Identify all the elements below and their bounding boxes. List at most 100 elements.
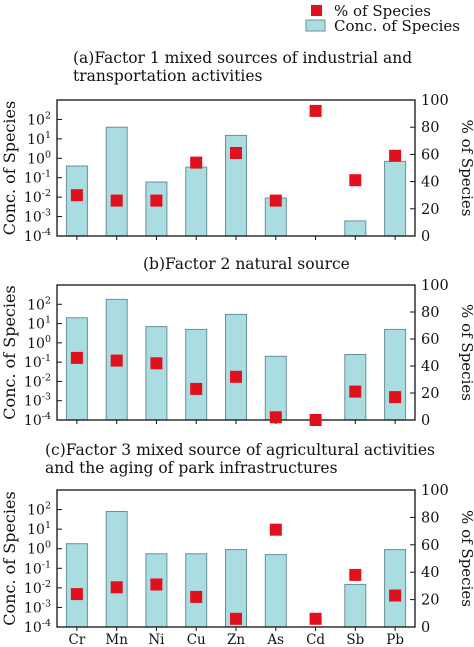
panel-a-right-tick-label: 60 — [421, 147, 439, 163]
panel-a-bar-mn — [105, 126, 128, 237]
panel-c-marker-as — [269, 523, 282, 536]
panel-b-marker-cd — [309, 414, 322, 426]
panel-c-bar-mn — [105, 511, 128, 628]
panel-b-bar-cu — [185, 328, 208, 421]
panel-b-marker-sb — [349, 385, 362, 398]
panel-b-chart: 10-410-310-210-1100101102020406080100Con… — [0, 278, 474, 429]
panel-c-bar-cr — [65, 543, 88, 628]
panel-a-title-line-2: transportation activities — [73, 67, 263, 85]
panel-b-right-tick-label: 60 — [421, 332, 439, 348]
panel-a-marker-ni — [150, 194, 163, 207]
panel-c-marker-zn — [230, 612, 242, 625]
panel-b-marker-pb — [389, 391, 402, 404]
panel-c-x-tick-label-pb: Pb — [386, 632, 404, 647]
panel-a-left-tick-label: 101 — [27, 130, 51, 148]
panel-a-bar-pb — [384, 160, 407, 237]
panel-c-marker-cu — [190, 590, 203, 603]
panel-b-left-tick-label: 10-3 — [24, 392, 51, 410]
panel-c-left-tick-label: 102 — [27, 501, 51, 519]
panel-c-x-tick-label-zn: Zn — [227, 632, 245, 647]
panel-a-marker-cd — [309, 104, 322, 117]
panel-b-bar-zn — [225, 313, 247, 421]
panel-b-right-tick-label: 20 — [421, 386, 439, 402]
panel-b-right-axis-title: % of Species — [458, 304, 474, 401]
panel-c-marker-mn — [110, 581, 123, 594]
legend-bar-swatch — [305, 19, 326, 32]
panel-a-right-axis-title: % of Species — [458, 120, 474, 217]
panel-c-x-tick-label-mn: Mn — [105, 632, 128, 647]
panel-b-left-tick-label: 101 — [27, 315, 51, 333]
panel-c-right-tick-label: 100 — [421, 483, 449, 499]
panel-c-left-tick-label: 100 — [27, 540, 51, 558]
panel-a-bar-sb — [344, 220, 367, 237]
panel-a-right-tick-label: 40 — [421, 175, 439, 191]
panel-c-right-axis-title: % of Species — [458, 510, 474, 607]
panel-a-marker-pb — [389, 149, 402, 162]
panel-a-bar-ni — [145, 181, 168, 237]
panel-c-bar-sb — [344, 583, 367, 628]
panel-c-x-tick-label-cd: Cd — [306, 632, 325, 647]
panel-c-marker-cd — [309, 612, 322, 625]
panel-b-marker-ni — [150, 357, 163, 370]
panel-a-right-tick-label: 80 — [421, 120, 439, 136]
panel-c-x-tick-label-cr: Cr — [68, 632, 85, 647]
panel-c-left-tick-label: 10-1 — [24, 559, 51, 577]
panel-a-bar-cu — [185, 166, 208, 237]
panel-b-right-tick-label: 40 — [421, 359, 439, 375]
panel-c-left-tick-label: 10-3 — [24, 598, 51, 616]
panel-c-right-tick-label: 80 — [421, 510, 439, 526]
panel-c-marker-pb — [389, 589, 402, 602]
panel-a-marker-cu — [190, 156, 203, 169]
panel-b-left-axis-title: Conc. of Species — [0, 285, 19, 419]
panel-b-right-tick-label: 80 — [421, 305, 439, 321]
panel-c-left-tick-label: 10-4 — [24, 618, 51, 636]
panel-a-marker-mn — [110, 194, 123, 207]
panel-c-left-tick-label: 101 — [27, 520, 51, 538]
panel-b-left-tick-label: 10-1 — [24, 353, 51, 371]
panel-a-left-tick-label: 10-1 — [24, 169, 51, 187]
panel-b-marker-cr — [70, 351, 83, 364]
panel-b-bar-ni — [145, 326, 168, 421]
panel-b-title: (b)Factor 2 natural source — [143, 255, 350, 273]
panel-b-marker-zn — [230, 370, 242, 383]
panel-a-title-line-1: (a)Factor 1 mixed sources of industrial … — [73, 49, 412, 67]
panel-c-x-tick-label-as: As — [266, 632, 284, 647]
panel-c-right-tick-label: 0 — [421, 620, 430, 636]
panel-a-marker-zn — [230, 147, 242, 159]
panel-b-marker-cu — [190, 382, 203, 395]
panel-b-left-tick-label: 10-4 — [24, 411, 51, 429]
panel-b-bar-as — [264, 355, 287, 421]
panel-b-bar-cr — [65, 317, 88, 421]
panel-b-left-tick-label: 100 — [27, 334, 51, 352]
panel-a-chart: 10-410-310-210-1100101102020406080100Con… — [0, 93, 474, 245]
panel-c-title-line-2: and the aging of park infrastructures — [45, 459, 338, 477]
panel-b-marker-as — [269, 411, 282, 424]
panel-c-bar-pb — [384, 549, 407, 628]
panel-a-left-tick-label: 10-4 — [24, 227, 51, 245]
panel-a-left-tick-label: 10-2 — [24, 188, 51, 206]
panel-a-right-tick-label: 0 — [421, 229, 430, 245]
panel-a-marker-cr — [70, 189, 83, 202]
panel-c-right-tick-label: 40 — [421, 565, 439, 581]
panel-c-left-tick-label: 10-2 — [24, 579, 51, 597]
panel-c-marker-cr — [70, 588, 83, 601]
panel-c-bar-as — [264, 554, 287, 628]
panel-c-right-tick-label: 60 — [421, 538, 439, 554]
panel-a-marker-sb — [349, 174, 362, 187]
panel-c-marker-ni — [150, 578, 163, 591]
legend-marker-swatch — [311, 5, 322, 16]
panel-b-left-tick-label: 10-2 — [24, 372, 51, 390]
panel-b-left-tick-label: 102 — [27, 295, 51, 313]
panel-b-right-tick-label: 100 — [421, 278, 449, 294]
panel-a-right-tick-label: 20 — [421, 202, 439, 218]
panel-b-bar-pb — [384, 328, 407, 421]
legend-marker-label: % of Species — [334, 2, 431, 20]
panel-a-left-tick-label: 10-3 — [24, 208, 51, 226]
panel-a-right-tick-label: 100 — [421, 93, 449, 109]
panel-a-left-tick-label: 100 — [27, 149, 51, 167]
legend: % of Species Conc. of Species — [305, 2, 460, 35]
panel-c-bar-cu — [185, 553, 208, 628]
legend-bar-label: Conc. of Species — [334, 17, 460, 35]
panel-c-x-tick-label-sb: Sb — [346, 632, 364, 647]
